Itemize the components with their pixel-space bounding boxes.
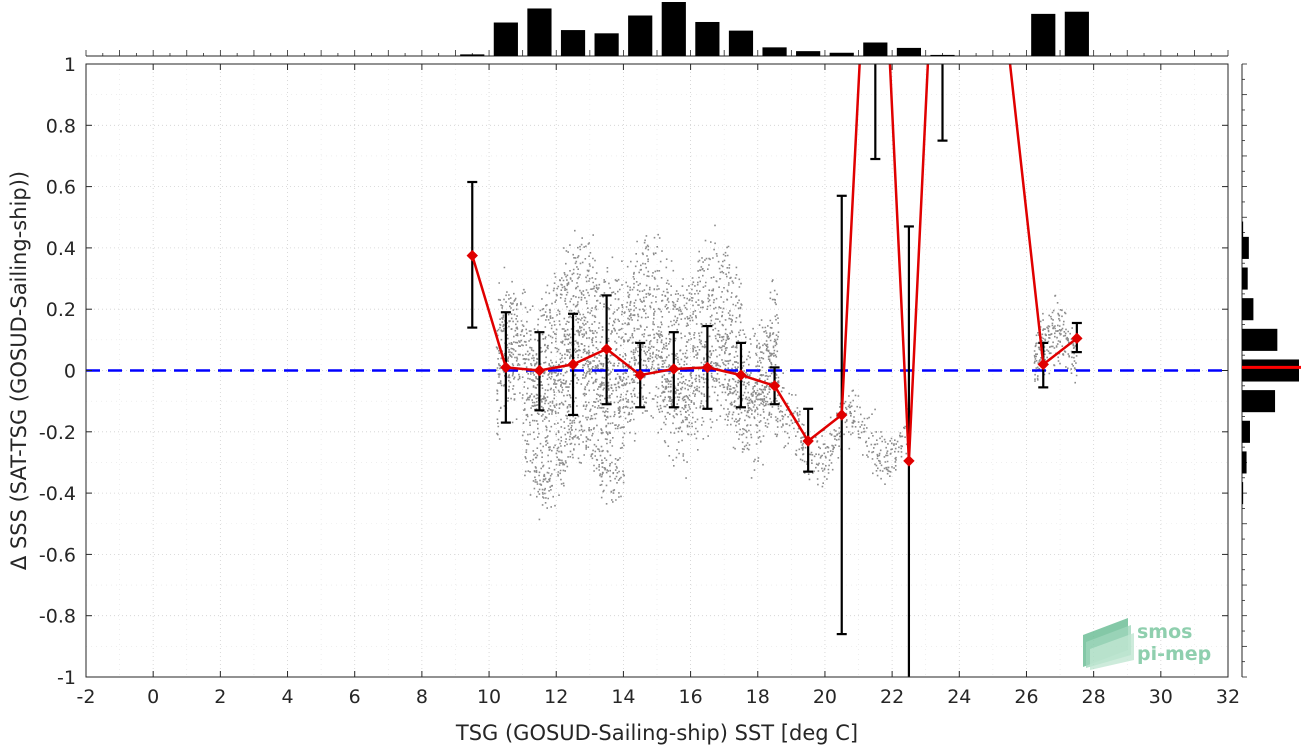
x-tick-label: 10 (477, 686, 501, 708)
top-hist-bar (628, 15, 653, 56)
x-tick-label: 28 (1082, 686, 1106, 708)
right-hist-bar (1242, 390, 1276, 413)
y-tick-label: 0 (64, 361, 76, 383)
top-hist-bar (1064, 11, 1089, 56)
top-hist-bar (930, 54, 955, 56)
y-tick-label: -0.8 (39, 606, 76, 628)
x-tick-label: -2 (77, 686, 96, 708)
right-hist-bar (1242, 359, 1299, 382)
top-hist-bar (863, 42, 888, 56)
mean-marker (768, 380, 781, 392)
right-hist-bar (1242, 451, 1247, 474)
top-hist-bar (460, 54, 485, 56)
y-tick-label: -1 (57, 667, 76, 689)
y-tick-label: 1 (64, 54, 76, 76)
right-hist-bar (1242, 420, 1250, 443)
right-hist-bar (1242, 298, 1254, 321)
right-hist-bar (1242, 267, 1248, 290)
top-hist-bar (560, 30, 586, 56)
logo-line2: pi-mep (1137, 643, 1211, 665)
y-tick-label: -0.6 (39, 544, 76, 566)
y-axis-label: Δ SSS (SAT-TSG (GOSUD-Sailing-ship)) (7, 171, 31, 570)
top-hist-bar (796, 51, 821, 56)
x-tick-label: 14 (611, 686, 635, 708)
top-hist-bar (728, 30, 754, 56)
right-hist-bar (1242, 482, 1244, 505)
x-tick-label: 0 (147, 686, 159, 708)
y-tick-label: 0.8 (46, 115, 76, 137)
mean-marker (634, 369, 646, 381)
x-tick-label: 32 (1216, 686, 1240, 708)
x-tick-label: 20 (813, 686, 837, 708)
mean-marker (668, 363, 680, 375)
x-axis-label: TSG (GOSUD-Sailing-ship) SST [deg C] (455, 721, 858, 745)
axis-ticks: -2 0 2 4 6 8 10 12 14 16 18 20 22 24 26 28 30 32-1-0.8-0.… (39, 54, 1240, 708)
mean-marker (735, 369, 747, 381)
x-tick-label: 4 (281, 686, 293, 708)
mean-marker (903, 455, 915, 467)
mean-marker (701, 361, 714, 374)
x-tick-label: 22 (880, 686, 904, 708)
mean-marker (500, 361, 512, 374)
mean-marker (836, 409, 848, 421)
x-tick-label: 6 (349, 686, 361, 708)
mean-line (471, 64, 1078, 461)
y-tick-label: 0.6 (46, 177, 76, 199)
top-hist-bar (695, 21, 720, 56)
mean-marker (567, 358, 579, 371)
x-tick-label: 8 (416, 686, 428, 708)
top-hist-bar (661, 2, 686, 56)
top-histogram (85, 2, 1229, 57)
mean-marker (466, 249, 478, 262)
right-hist-bar (1242, 221, 1244, 244)
x-tick-label: 30 (1149, 686, 1173, 708)
mean-marker (1037, 358, 1049, 371)
mean-marker (600, 343, 613, 355)
y-tick-label: 0.4 (46, 238, 76, 260)
mean-marker (1071, 332, 1083, 345)
right-hist-bar (1242, 236, 1249, 259)
x-tick-label: 18 (746, 686, 770, 708)
top-hist-bar (896, 47, 922, 56)
y-tick-label: 0.2 (46, 299, 76, 321)
right-hist-bar (1242, 328, 1278, 351)
top-hist-bar (1031, 13, 1056, 56)
x-tick-label: 12 (544, 686, 568, 708)
x-tick-label: 16 (678, 686, 702, 708)
logo-wave-icon (1083, 618, 1134, 670)
top-hist-bar (493, 22, 518, 56)
binned-mean-series (466, 64, 1083, 467)
x-tick-label: 2 (214, 686, 226, 708)
top-hist-bar (527, 8, 552, 56)
top-hist-bar (829, 52, 854, 56)
y-tick-label: -0.2 (39, 422, 76, 444)
top-hist-bar (594, 33, 619, 56)
y-tick-label: -0.4 (39, 483, 76, 505)
right-histogram (1241, 63, 1301, 678)
mean-marker (802, 435, 814, 447)
top-hist-bar (762, 47, 787, 56)
logo-line1: smos (1137, 621, 1192, 643)
mean-marker (533, 364, 546, 377)
smos-pi-mep-logo: smos pi-mep (1083, 618, 1211, 670)
x-tick-label: 26 (1014, 686, 1038, 708)
x-tick-label: 24 (947, 686, 971, 708)
